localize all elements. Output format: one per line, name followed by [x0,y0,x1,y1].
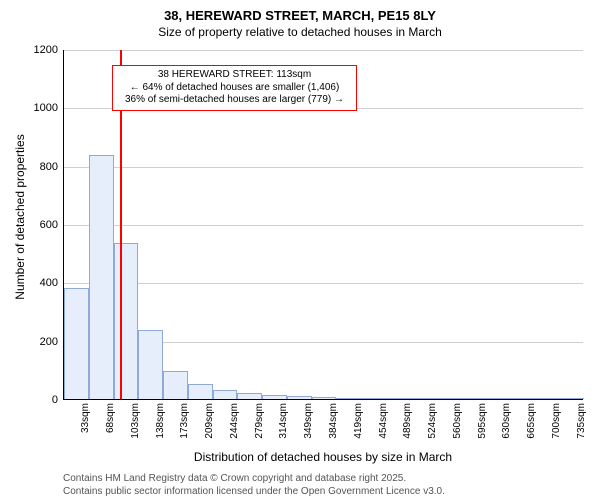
histogram-bar [361,398,386,399]
y-axis-label: Number of detached properties [13,117,27,317]
x-axis-label: Distribution of detached houses by size … [63,450,583,464]
annotation-line: 36% of semi-detached houses are larger (… [119,94,350,107]
x-tick-label: 595sqm [477,403,488,439]
x-tick-label: 489sqm [402,403,413,439]
chart-container: 38, HEREWARD STREET, MARCH, PE15 8LY Siz… [0,0,600,500]
histogram-bar [64,288,89,399]
x-tick-label: 244sqm [229,403,240,439]
histogram-bar [163,371,188,399]
histogram-bar [237,393,262,399]
footer-line-1: Contains HM Land Registry data © Crown c… [63,472,445,485]
y-tick-label: 800 [40,161,64,173]
x-tick-label: 419sqm [353,403,364,439]
x-tick-label: 314sqm [278,403,289,439]
y-tick-label: 0 [52,394,64,406]
footer-attribution: Contains HM Land Registry data © Crown c… [63,472,445,498]
gridline [64,50,583,51]
chart-subtitle: Size of property relative to detached ho… [0,23,600,39]
histogram-bar [213,390,238,399]
x-tick-label: 630sqm [501,403,512,439]
histogram-bar [510,398,535,399]
histogram-bar [435,398,460,399]
annotation-line: 38 HEREWARD STREET: 113sqm [119,69,350,82]
histogram-bar [114,243,139,399]
histogram-bar [559,398,584,399]
footer-line-2: Contains public sector information licen… [63,485,445,498]
histogram-bar [188,384,213,399]
x-tick-label: 700sqm [551,403,562,439]
histogram-bar [485,398,510,399]
x-tick-label: 138sqm [155,403,166,439]
x-tick-label: 560sqm [452,403,463,439]
histogram-bar [534,398,559,399]
histogram-bar [336,398,361,399]
histogram-bar [312,397,337,399]
histogram-bar [386,398,411,399]
x-tick-label: 279sqm [254,403,265,439]
x-tick-label: 173sqm [179,403,190,439]
x-tick-label: 349sqm [303,403,314,439]
x-tick-label: 454sqm [378,403,389,439]
x-tick-label: 103sqm [130,403,141,439]
x-tick-label: 524sqm [427,403,438,439]
annotation-line: ← 64% of detached houses are smaller (1,… [119,82,350,95]
histogram-bar [138,330,163,399]
y-tick-label: 600 [40,219,64,231]
y-tick-label: 200 [40,336,64,348]
gridline [64,167,583,168]
x-tick-label: 735sqm [576,403,587,439]
histogram-bar [262,395,287,399]
x-tick-label: 665sqm [526,403,537,439]
histogram-bar [287,396,312,399]
y-tick-label: 1200 [34,44,64,56]
histogram-bar [460,398,485,399]
x-tick-label: 384sqm [328,403,339,439]
annotation-box: 38 HEREWARD STREET: 113sqm← 64% of detac… [112,65,357,111]
x-tick-label: 209sqm [204,403,215,439]
x-tick-label: 33sqm [80,403,91,433]
y-tick-label: 1000 [34,102,64,114]
gridline [64,225,583,226]
y-tick-label: 400 [40,277,64,289]
histogram-bar [89,155,114,399]
chart-title: 38, HEREWARD STREET, MARCH, PE15 8LY [0,0,600,23]
histogram-bar [411,398,436,399]
gridline [64,283,583,284]
x-tick-label: 68sqm [105,403,116,433]
